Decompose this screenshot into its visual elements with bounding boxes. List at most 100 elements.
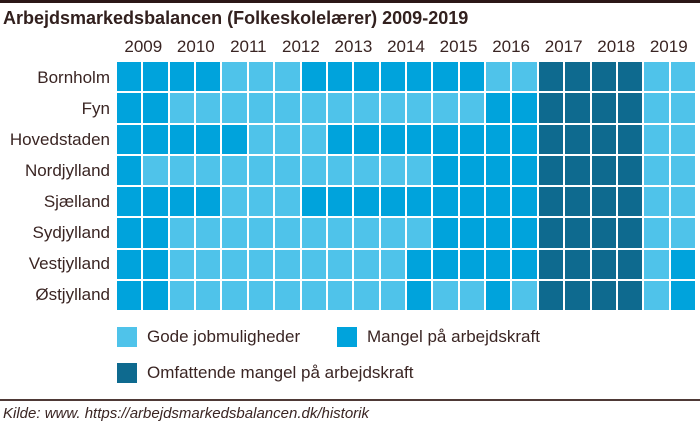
cell-østjylland-2017-h1 [538, 280, 564, 310]
cell-fyn-2015-h1 [433, 93, 458, 123]
cell-vestjylland-2016-h1 [486, 249, 511, 279]
year-label-2014: 2014 [387, 37, 425, 56]
cell-sjælland-2016-h1 [486, 187, 511, 217]
cell-hovedstaden-2012-h1 [275, 124, 300, 154]
cell-nordjylland-2013-h1 [327, 155, 353, 185]
cell-vestjylland-2018-h2 [617, 249, 643, 279]
cell-bornholm-2012-h1 [275, 62, 300, 92]
cell-sjælland-2017-h1 [538, 187, 564, 217]
region-label-østjylland: Østjylland [35, 284, 110, 304]
cell-østjylland-2010-h1 [169, 280, 195, 310]
cell-østjylland-2014-h1 [380, 280, 405, 310]
cell-hovedstaden-2015-h1 [433, 124, 458, 154]
cell-nordjylland-2017-h2 [565, 155, 590, 185]
cell-nordjylland-2016-h2 [512, 155, 537, 185]
cell-fyn-2019-h2 [670, 93, 695, 123]
cell-vestjylland-2019-h2 [670, 249, 695, 279]
cell-sydjylland-2019-h2 [670, 218, 695, 248]
cell-sydjylland-2010-h1 [169, 218, 195, 248]
cell-vestjylland-2019-h1 [644, 249, 669, 279]
year-label-2016: 2016 [492, 37, 531, 56]
cell-nordjylland-2009-h2 [143, 155, 168, 185]
cell-nordjylland-2012-h1 [275, 155, 300, 185]
cell-hovedstaden-2012-h2 [301, 124, 326, 154]
cell-nordjylland-2010-h2 [196, 155, 221, 185]
cell-sjælland-2013-h1 [327, 187, 353, 217]
cell-østjylland-2014-h2 [406, 280, 432, 310]
cell-bornholm-2011-h2 [248, 62, 274, 92]
year-label-2012: 2012 [282, 37, 320, 56]
cell-sydjylland-2010-h2 [196, 218, 221, 248]
cell-bornholm-2010-h1 [169, 62, 195, 92]
cell-sydjylland-2011-h1 [222, 218, 247, 248]
cell-nordjylland-2015-h1 [433, 155, 458, 185]
cell-hovedstaden-2018-h1 [591, 124, 616, 154]
cell-hovedstaden-2010-h1 [169, 124, 195, 154]
cell-sydjylland-2013-h2 [354, 218, 379, 248]
cell-vestjylland-2017-h2 [565, 249, 590, 279]
legend-row-2: Omfattende mangel på arbejdskraft [117, 362, 687, 384]
cell-sjælland-2013-h2 [354, 187, 379, 217]
cell-nordjylland-2013-h2 [354, 155, 379, 185]
cell-sydjylland-2018-h2 [617, 218, 643, 248]
cell-sydjylland-2009-h1 [117, 218, 142, 248]
legend-label-m: Mangel på arbejdskraft [367, 327, 540, 346]
legend-item-g: Gode jobmuligheder [117, 327, 337, 347]
cell-vestjylland-2018-h1 [591, 249, 616, 279]
cell-vestjylland-2013-h1 [327, 249, 353, 279]
cell-sydjylland-2015-h2 [459, 218, 485, 248]
cell-hovedstaden-2016-h2 [512, 124, 537, 154]
cell-hovedstaden-2014-h2 [406, 124, 432, 154]
cell-fyn-2012-h1 [275, 93, 300, 123]
region-label-bornholm: Bornholm [37, 67, 110, 87]
cell-sjælland-2014-h1 [380, 187, 405, 217]
cell-vestjylland-2013-h2 [354, 249, 379, 279]
cell-fyn-2018-h1 [591, 93, 616, 123]
cell-hovedstaden-2011-h1 [222, 124, 247, 154]
cell-bornholm-2010-h2 [196, 62, 221, 92]
cell-nordjylland-2019-h2 [670, 155, 695, 185]
cell-sydjylland-2009-h2 [143, 218, 168, 248]
chart-title: Arbejdsmarkedsbalancen (Folkeskolelærer)… [3, 8, 469, 28]
cell-bornholm-2017-h2 [565, 62, 590, 92]
cell-sjælland-2018-h2 [617, 187, 643, 217]
cell-hovedstaden-2016-h1 [486, 124, 511, 154]
cell-sydjylland-2017-h2 [565, 218, 590, 248]
cell-vestjylland-2016-h2 [512, 249, 537, 279]
cell-nordjylland-2018-h1 [591, 155, 616, 185]
cell-østjylland-2015-h1 [433, 280, 458, 310]
cell-sjælland-2018-h1 [591, 187, 616, 217]
cell-bornholm-2015-h2 [459, 62, 485, 92]
cell-sjælland-2011-h2 [248, 187, 274, 217]
heatmap-grid [117, 62, 695, 310]
cell-sjælland-2009-h1 [117, 187, 142, 217]
cell-vestjylland-2012-h1 [275, 249, 300, 279]
cell-sydjylland-2017-h1 [538, 218, 564, 248]
cell-fyn-2017-h1 [538, 93, 564, 123]
cell-østjylland-2016-h2 [512, 280, 537, 310]
legend-row-1: Gode jobmuligheder Mangel på arbejdskraft [117, 326, 687, 348]
cell-østjylland-2013-h1 [327, 280, 353, 310]
cell-østjylland-2010-h2 [196, 280, 221, 310]
cell-nordjylland-2009-h1 [117, 155, 142, 185]
cell-fyn-2019-h1 [644, 93, 669, 123]
cell-vestjylland-2015-h2 [459, 249, 485, 279]
cell-østjylland-2009-h2 [143, 280, 168, 310]
cell-østjylland-2015-h2 [459, 280, 485, 310]
cell-nordjylland-2011-h2 [248, 155, 274, 185]
cell-fyn-2011-h2 [248, 93, 274, 123]
region-label-nordjylland: Nordjylland [24, 160, 110, 180]
cell-sydjylland-2013-h1 [327, 218, 353, 248]
cell-hovedstaden-2013-h2 [354, 124, 379, 154]
cell-hovedstaden-2010-h2 [196, 124, 221, 154]
year-label-2009: 2009 [124, 37, 163, 56]
cell-fyn-2018-h2 [617, 93, 643, 123]
cell-sjælland-2015-h1 [433, 187, 458, 217]
cell-sjælland-2012-h1 [275, 187, 300, 217]
cell-fyn-2016-h1 [486, 93, 511, 123]
cell-østjylland-2009-h1 [117, 280, 142, 310]
cell-bornholm-2019-h1 [644, 62, 669, 92]
year-label-2013: 2013 [334, 37, 373, 56]
cell-hovedstaden-2014-h1 [380, 124, 405, 154]
